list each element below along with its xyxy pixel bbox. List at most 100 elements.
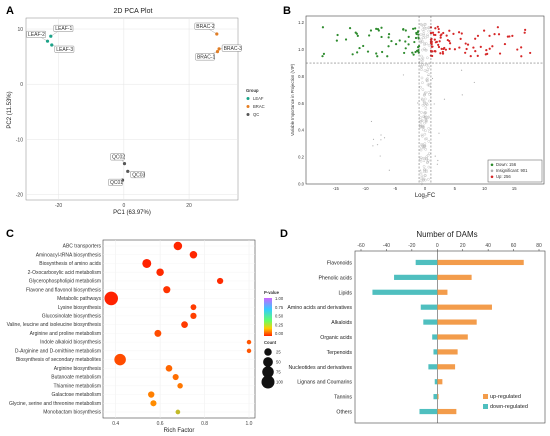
pca-x-axis-label: PC1 (63.97%) [113, 210, 151, 216]
volcano-point-up [437, 43, 440, 46]
volcano-point-insignificant [426, 35, 430, 38]
volcano-point-insignificant [427, 115, 430, 119]
volcano-point-insignificant [383, 137, 386, 139]
dams-category-label: Flavonoids [327, 260, 352, 266]
volcano-point-insignificant [424, 91, 427, 94]
enrichment-category-label: Metabolic pathways [57, 296, 101, 302]
volcano-point-insignificant [437, 159, 439, 162]
volcano-point-up [491, 45, 494, 48]
volcano-point-insignificant [424, 48, 427, 52]
volcano-point-down [381, 50, 384, 54]
volcano-point-insignificant [422, 30, 426, 33]
volcano-point-down [415, 32, 418, 36]
volcano-point-down [415, 49, 419, 52]
volcano-point-insignificant [421, 103, 425, 107]
volcano-point-insignificant [425, 79, 429, 83]
volcano-point-down [390, 39, 393, 43]
enrichment-category-label: Arginine and proline metabolism [30, 331, 101, 337]
volcano-point-insignificant [461, 94, 463, 96]
enrichment-plot-area [102, 239, 256, 419]
volcano-point-down [321, 55, 324, 58]
volcano-point-up [442, 47, 445, 51]
dams-bar-up-regulated [437, 394, 439, 400]
volcano-point-insignificant [427, 140, 431, 143]
enrichment-category-label: Glycine, serine and threonine metabolism [9, 401, 101, 407]
volcano-point-insignificant [423, 93, 426, 97]
enrichment-point [190, 304, 197, 311]
volcano-legend-label: Insignificant: 901 [496, 168, 528, 173]
enrichment-category-label: Biosynthesis of amino acids [39, 261, 101, 267]
enrichment-category-label: Glucosinolate biosynthesis [42, 313, 102, 319]
volcano-point-insignificant [421, 143, 424, 146]
volcano-point-down [387, 32, 391, 36]
volcano-point-insignificant [425, 155, 428, 159]
count-legend-swatch [261, 375, 275, 389]
volcano-point-insignificant [423, 168, 426, 172]
volcano-point-insignificant [423, 22, 426, 26]
enrichment-point [190, 312, 197, 320]
volcano-point-down [348, 27, 352, 30]
dams-category-label: Alkaloids [331, 320, 352, 326]
volcano-point-insignificant [426, 33, 429, 37]
volcano-point-up [437, 31, 440, 34]
volcano-point-insignificant [419, 33, 423, 36]
pca-point-label: BRAC-2 [196, 24, 215, 30]
volcano-point-down [358, 46, 361, 50]
volcano-point-insignificant [420, 182, 424, 186]
volcano-point-insignificant [420, 65, 423, 69]
pca-y-tick: -10 [16, 137, 23, 143]
volcano-point-insignificant [424, 137, 427, 141]
volcano-point-down [412, 53, 415, 56]
pca-point-label: LEAF-2 [28, 32, 45, 38]
volcano-y-tick: 1.2 [298, 20, 304, 25]
volcano-point-up [459, 37, 462, 40]
volcano-point-up [434, 33, 437, 37]
pca-label-box [130, 171, 145, 178]
dams-bar-down-regulated [394, 274, 438, 280]
volcano-point-up [464, 42, 467, 45]
volcano-point-up [445, 34, 448, 37]
dams-bar-up-regulated [437, 334, 468, 340]
enrichment-point [175, 409, 181, 415]
volcano-point-down [377, 29, 380, 32]
count-legend: 25 50 75 100 [261, 348, 284, 389]
volcano-point-up [440, 47, 443, 51]
dams-x-tick: -60 [357, 243, 364, 249]
volcano-point-insignificant [420, 54, 423, 58]
enrichment-ticks: 0.4 0.6 0.8 1.0 [112, 421, 253, 427]
volcano-point-up [441, 50, 444, 54]
pvalue-colorbar-tick: 0.00 [275, 331, 284, 336]
volcano-point-insignificant [423, 157, 426, 161]
pvalue-colorbar-tick: 0.50 [275, 314, 284, 319]
count-legend-title: Count [264, 340, 277, 345]
volcano-point-insignificant [424, 107, 428, 110]
dams-x-tick: 40 [485, 243, 491, 249]
volcano-point-insignificant [421, 48, 424, 52]
dams-bars [372, 259, 524, 415]
volcano-point-insignificant [421, 81, 424, 84]
volcano-point-down [368, 34, 371, 37]
dams-category-label: Terpenoids [327, 350, 353, 356]
pca-point-label: BRAC-3 [224, 46, 243, 52]
volcano-point-down [414, 36, 418, 40]
pca-legend: LEAF BRAC QC [246, 96, 265, 117]
volcano-point-insignificant [428, 93, 431, 96]
volcano-point-insignificant [427, 43, 431, 47]
volcano-point-insignificant [428, 152, 431, 155]
dams-bar-up-regulated [437, 259, 524, 266]
volcano-threshold-lines [306, 16, 544, 184]
volcano-point-up [511, 34, 514, 37]
pvalue-legend-title: P-value [264, 290, 280, 295]
volcano-point-up [488, 34, 491, 37]
pca-legend-title: Group [246, 88, 259, 93]
enrichment-point [165, 364, 173, 372]
volcano-point-insignificant [426, 56, 429, 60]
volcano-x-tick: 10 [482, 186, 487, 191]
dams-bar-up-regulated [437, 289, 448, 295]
count-legend-swatch [262, 366, 274, 378]
volcano-point-down [386, 55, 389, 58]
volcano-point-insignificant [427, 178, 430, 181]
pca-point-label: QC03 [132, 172, 145, 178]
volcano-point-insignificant [423, 111, 427, 114]
enrichment-category-labels: ABC transporters Aminoacyl-tRNA biosynthe… [7, 244, 102, 416]
